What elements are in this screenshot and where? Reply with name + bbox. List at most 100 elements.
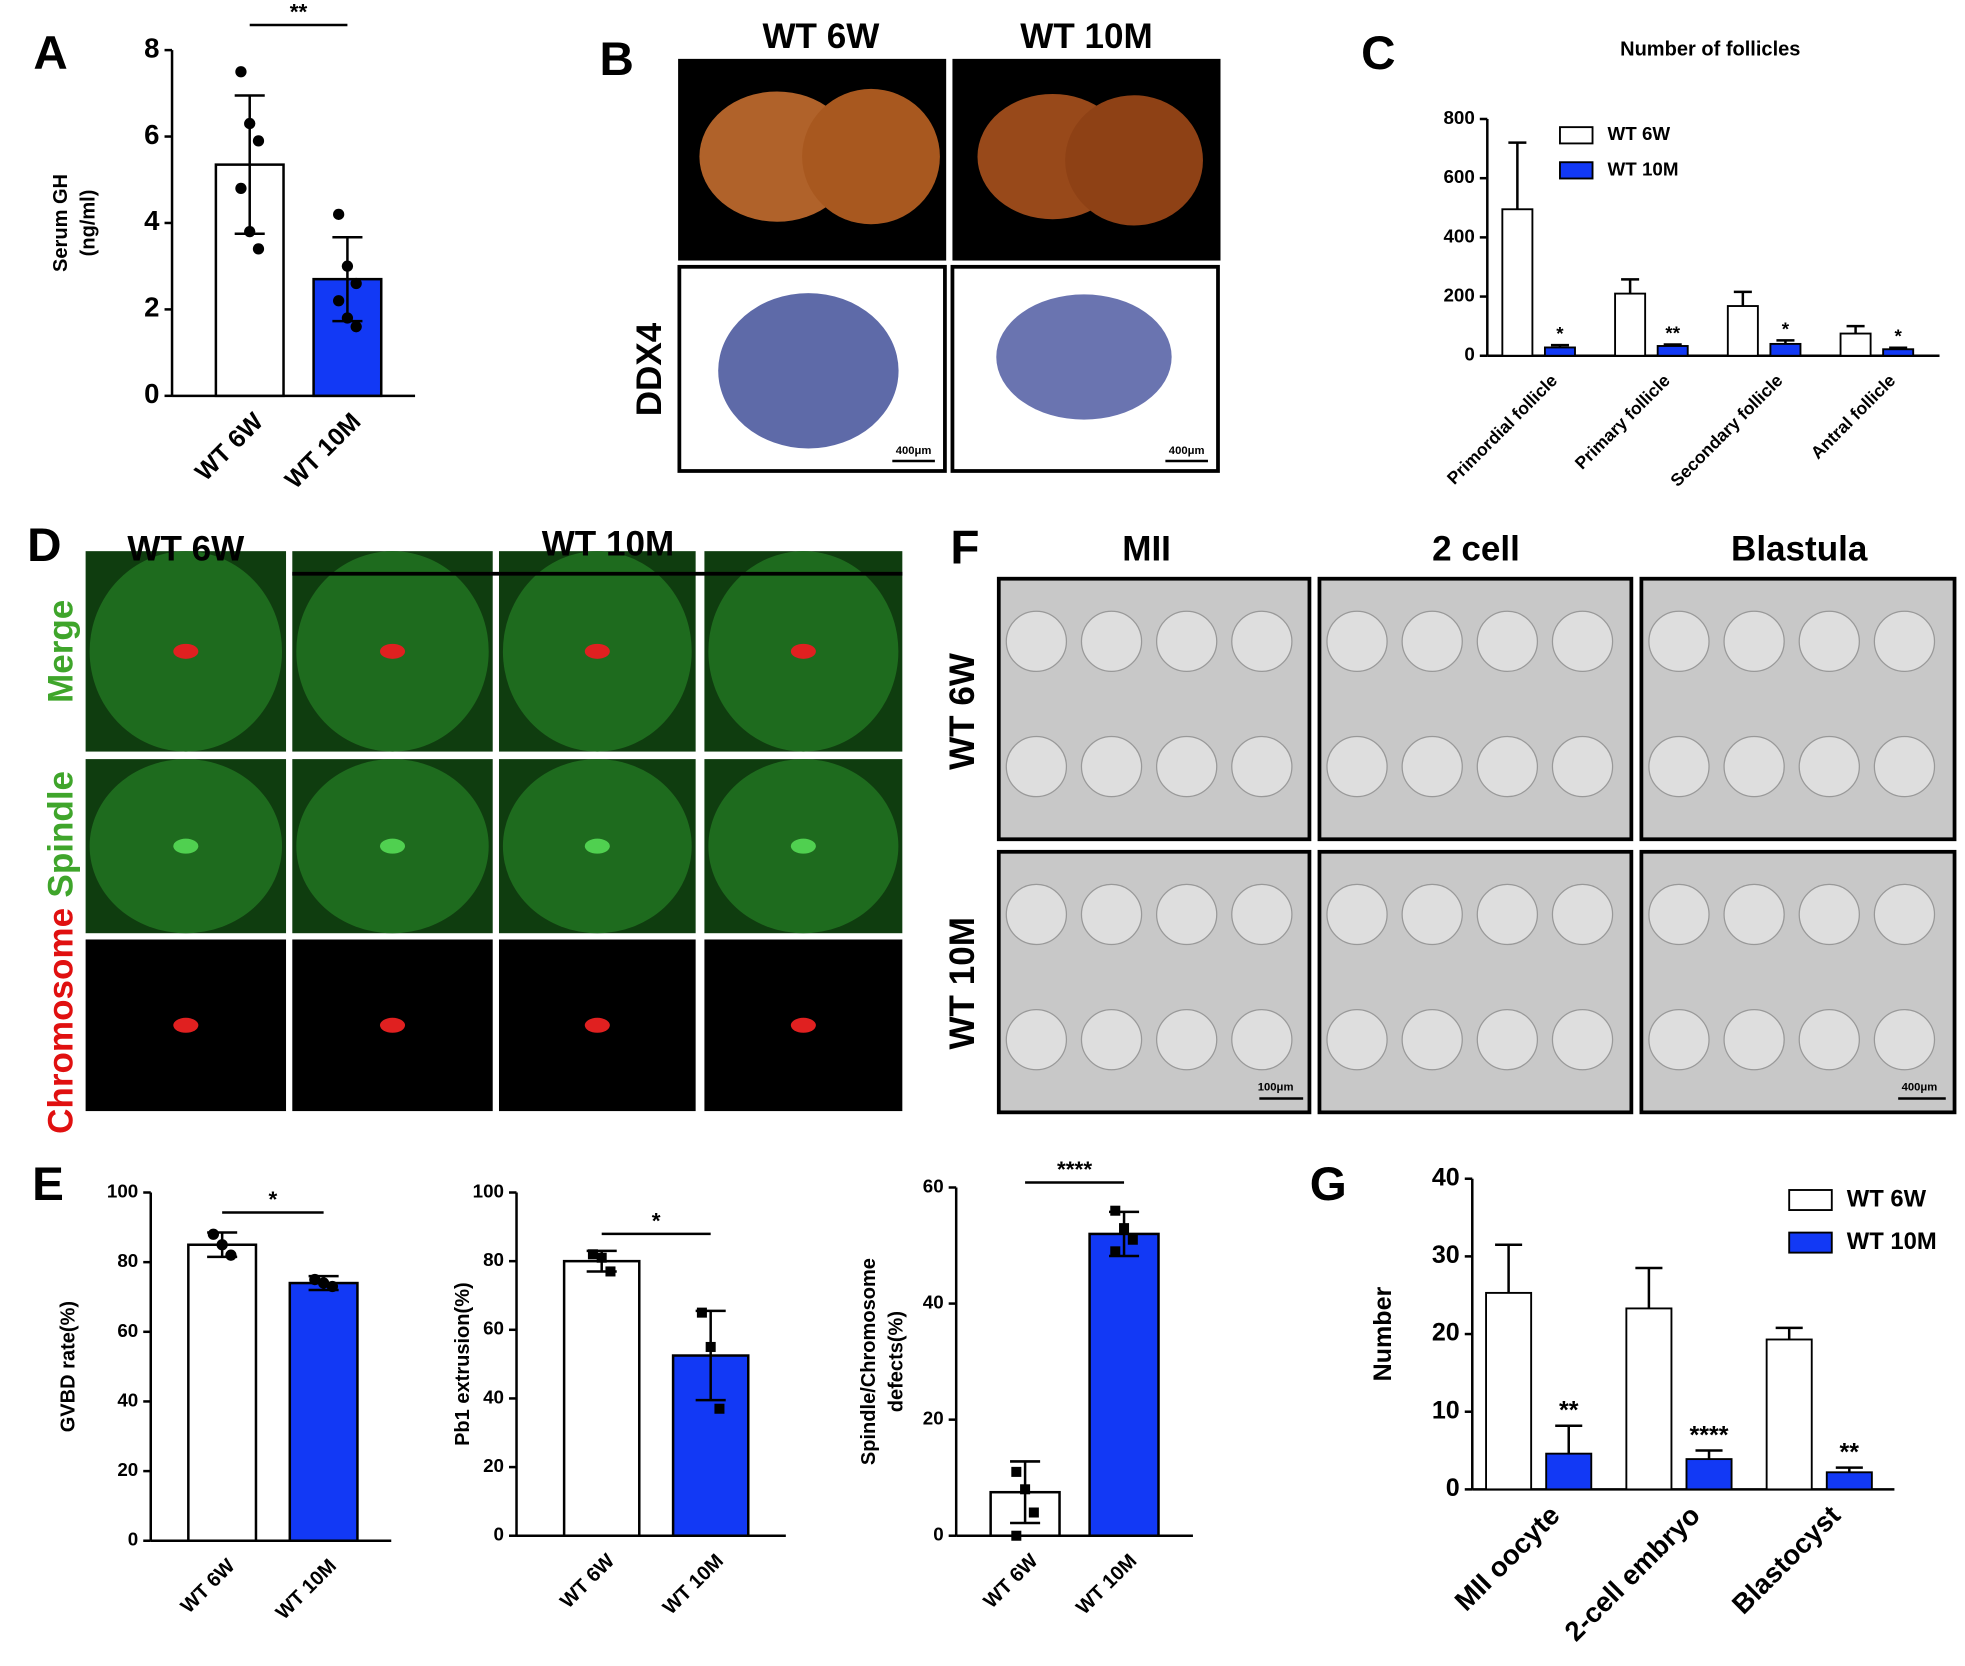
data-point	[225, 1249, 237, 1261]
row-header: Merge	[41, 600, 80, 703]
y-axis-label: Serum GH	[50, 174, 72, 272]
x-tick-label: WT 6W	[556, 1550, 619, 1613]
panel-letter: G	[1310, 1158, 1347, 1211]
data-point	[605, 1266, 616, 1277]
image-content	[1326, 610, 1388, 673]
significance-label: ****	[1057, 1157, 1092, 1182]
data-point	[1028, 1507, 1039, 1518]
legend-label: WT 6W	[1608, 123, 1671, 144]
row-header: WT 10M	[943, 917, 982, 1049]
y-tick-label: 100	[107, 1180, 138, 1201]
y-tick-label: 200	[1443, 285, 1474, 306]
y-tick-label: 0	[1464, 344, 1474, 365]
data-point	[596, 1252, 607, 1263]
significance-label: *	[652, 1209, 661, 1234]
significance-label: **	[1559, 1397, 1579, 1425]
data-point	[207, 1228, 220, 1240]
image-content	[1326, 883, 1388, 946]
image-content	[1080, 735, 1143, 798]
data-point	[696, 1307, 707, 1318]
legend-label: WT 10M	[1608, 158, 1679, 179]
image-content	[1648, 735, 1710, 798]
image-content	[1326, 735, 1388, 798]
bar	[1545, 1452, 1593, 1491]
image-content	[1401, 610, 1463, 673]
image-content	[1798, 1008, 1860, 1071]
y-tick-label: 20	[117, 1459, 138, 1480]
image-content	[1005, 883, 1068, 946]
image-content	[1648, 610, 1710, 673]
row-header: Chromosome	[41, 908, 80, 1134]
data-point	[235, 66, 247, 78]
significance-label: **	[1840, 1438, 1860, 1466]
y-tick-label: 0	[933, 1524, 943, 1545]
image-content	[173, 643, 199, 659]
x-tick-label: WT 6W	[980, 1550, 1043, 1613]
x-tick-label: Antral follicle	[1807, 370, 1900, 463]
x-tick-label: WT 10M	[659, 1550, 728, 1619]
image-content	[379, 838, 406, 854]
bar	[1625, 1307, 1673, 1491]
y-tick-label: 0	[128, 1529, 138, 1550]
image-content	[1080, 610, 1143, 673]
scale-label: 400μm	[1902, 1081, 1938, 1093]
y-tick-label: 8	[144, 32, 159, 63]
image-content	[802, 88, 940, 225]
image-content	[1873, 1008, 1936, 1071]
data-point	[333, 295, 345, 307]
y-tick-label: 0	[144, 378, 159, 409]
bar	[1726, 305, 1759, 357]
image-content	[1476, 883, 1539, 946]
bar	[1501, 208, 1534, 357]
data-point	[341, 312, 354, 324]
data-point	[1011, 1466, 1022, 1477]
data-point	[252, 243, 265, 255]
data-point	[216, 1239, 228, 1251]
bar	[1765, 1338, 1813, 1491]
x-tick-label: WT 6W	[190, 407, 269, 486]
image-content	[1005, 735, 1068, 798]
significance-label: *	[1895, 326, 1903, 347]
significance-label: **	[1665, 322, 1680, 343]
image-content	[1231, 1008, 1293, 1071]
column-header: WT 10M	[542, 524, 674, 563]
x-tick-label: Primordial follicle	[1443, 370, 1561, 488]
x-tick-label: MII oocyte	[1448, 1499, 1565, 1616]
data-point	[341, 260, 354, 272]
bar	[1543, 346, 1576, 357]
column-header: WT 6W	[762, 17, 880, 56]
panel-letter: C	[1361, 27, 1395, 80]
image-content	[1551, 735, 1614, 798]
image-content	[1873, 735, 1936, 798]
y-tick-label: 2	[144, 292, 159, 323]
image-content	[1005, 1008, 1068, 1071]
image-content	[1080, 883, 1143, 946]
image-content	[1873, 883, 1936, 946]
scale-label: 100μm	[1258, 1081, 1294, 1093]
bar	[1769, 342, 1802, 357]
x-tick-label: 2-cell embryo	[1558, 1499, 1706, 1647]
y-tick-label: 40	[1432, 1163, 1460, 1191]
data-point	[317, 1277, 330, 1289]
y-tick-label: 20	[1432, 1319, 1460, 1347]
x-tick-label: WT 6W	[177, 1555, 240, 1618]
data-point	[244, 117, 256, 130]
column-header: 2 cell	[1432, 529, 1520, 568]
y-tick-label: 80	[117, 1250, 138, 1271]
panel-letter: A	[33, 27, 67, 80]
row-header: WT 6W	[943, 652, 982, 770]
bar	[1485, 1291, 1533, 1491]
x-tick-label: Primary follicle	[1571, 370, 1674, 473]
image-grid	[996, 576, 1957, 1115]
image-content	[1476, 1008, 1539, 1071]
data-point	[1110, 1246, 1121, 1257]
data-point	[705, 1341, 716, 1352]
x-tick-label: Blastocyst	[1726, 1499, 1846, 1619]
bar	[1825, 1471, 1873, 1491]
image-content	[584, 1017, 610, 1033]
x-tick-label: WT 10M	[272, 1555, 341, 1624]
image-content	[1723, 883, 1785, 946]
scale-label: 400μm	[1169, 445, 1205, 457]
data-point	[326, 1280, 339, 1293]
